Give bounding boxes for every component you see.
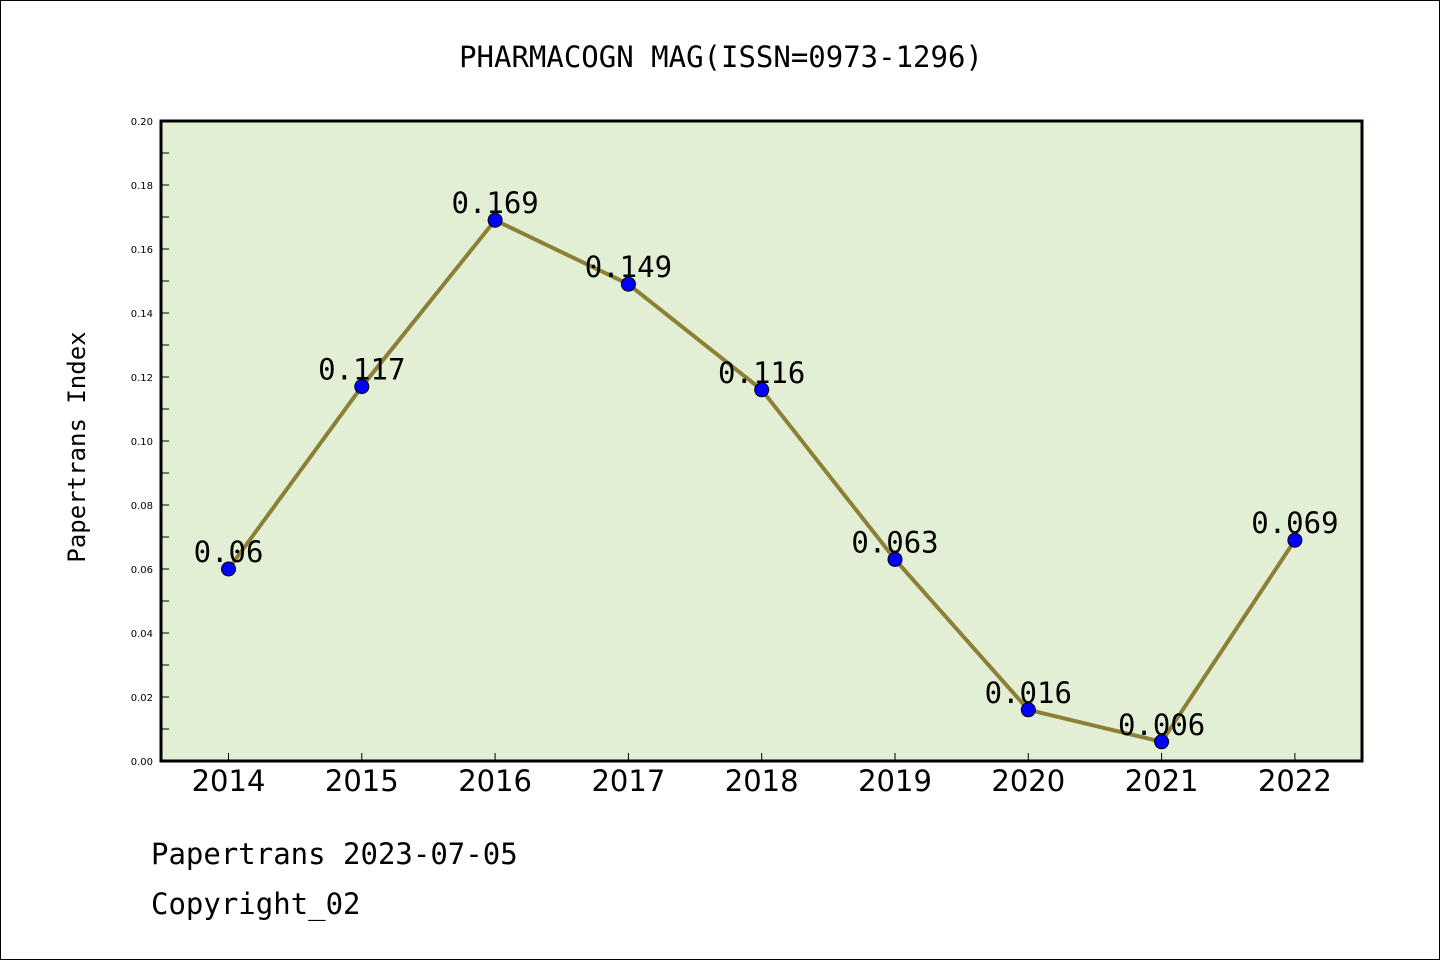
y-tick-label: 0.08 [131, 501, 153, 512]
data-point [754, 382, 770, 398]
x-tick-label: 2018 [725, 764, 799, 798]
data-labels: 0.06 0.117 0.169 0.149 0.116 0.063 0.016 0.006 0… [194, 186, 1339, 742]
y-tick-label: 0.00 [131, 757, 153, 768]
data-label: 0.117 [318, 353, 405, 387]
x-tick-label: 2015 [325, 764, 399, 798]
data-label: 0.069 [1251, 506, 1338, 540]
footer-date: Papertrans 2023-07-05 [151, 837, 518, 871]
data-label: 0.116 [718, 356, 805, 390]
y-tick-label: 0.18 [131, 181, 153, 192]
y-tick-label: 0.06 [131, 565, 153, 576]
data-points [221, 212, 1303, 750]
data-point [487, 212, 503, 228]
y-axis: 0.00 0.02 0.04 0.06 0.08 0.10 0.12 0.14 0.16 0.18… [131, 117, 169, 768]
data-point [354, 379, 370, 395]
x-axis: 2014 2015 2016 2017 2018 2019 2020 2021 2022 [192, 753, 1332, 798]
x-tick-label: 2019 [858, 764, 932, 798]
data-label: 0.006 [1118, 708, 1205, 742]
x-tick-label: 2014 [192, 764, 266, 798]
data-label: 0.149 [585, 250, 672, 284]
data-point [1154, 734, 1170, 750]
plot-frame [159, 119, 1364, 763]
data-label: 0.169 [451, 186, 538, 220]
y-tick-label: 0.16 [131, 245, 153, 256]
data-point [221, 561, 236, 577]
plot-area [161, 121, 1362, 761]
chart-title: PHARMACOGN MAG(ISSN=0973-1296) [459, 40, 983, 74]
x-tick-label: 2016 [458, 764, 532, 798]
x-tick-label: 2022 [1258, 764, 1332, 798]
footer-copyright: Copyright_02 [151, 887, 361, 921]
x-tick-label: 2021 [1125, 764, 1199, 798]
data-label: 0.063 [851, 525, 938, 559]
y-tick-label: 0.12 [131, 373, 153, 384]
y-tick-label: 0.14 [131, 309, 153, 320]
y-tick-label: 0.10 [131, 437, 153, 448]
data-point [620, 276, 636, 292]
data-point [1020, 702, 1036, 718]
x-tick-label: 2017 [591, 764, 665, 798]
x-tick-label: 2020 [991, 764, 1065, 798]
y-tick-label: 0.20 [131, 117, 153, 128]
data-label: 0.06 [194, 535, 264, 569]
y-axis-label: Papertrans Index [63, 331, 91, 562]
y-tick-label: 0.04 [131, 629, 153, 640]
data-point [1287, 532, 1303, 548]
data-label: 0.016 [985, 676, 1072, 710]
data-point [887, 551, 903, 567]
y-tick-label: 0.02 [131, 693, 153, 704]
